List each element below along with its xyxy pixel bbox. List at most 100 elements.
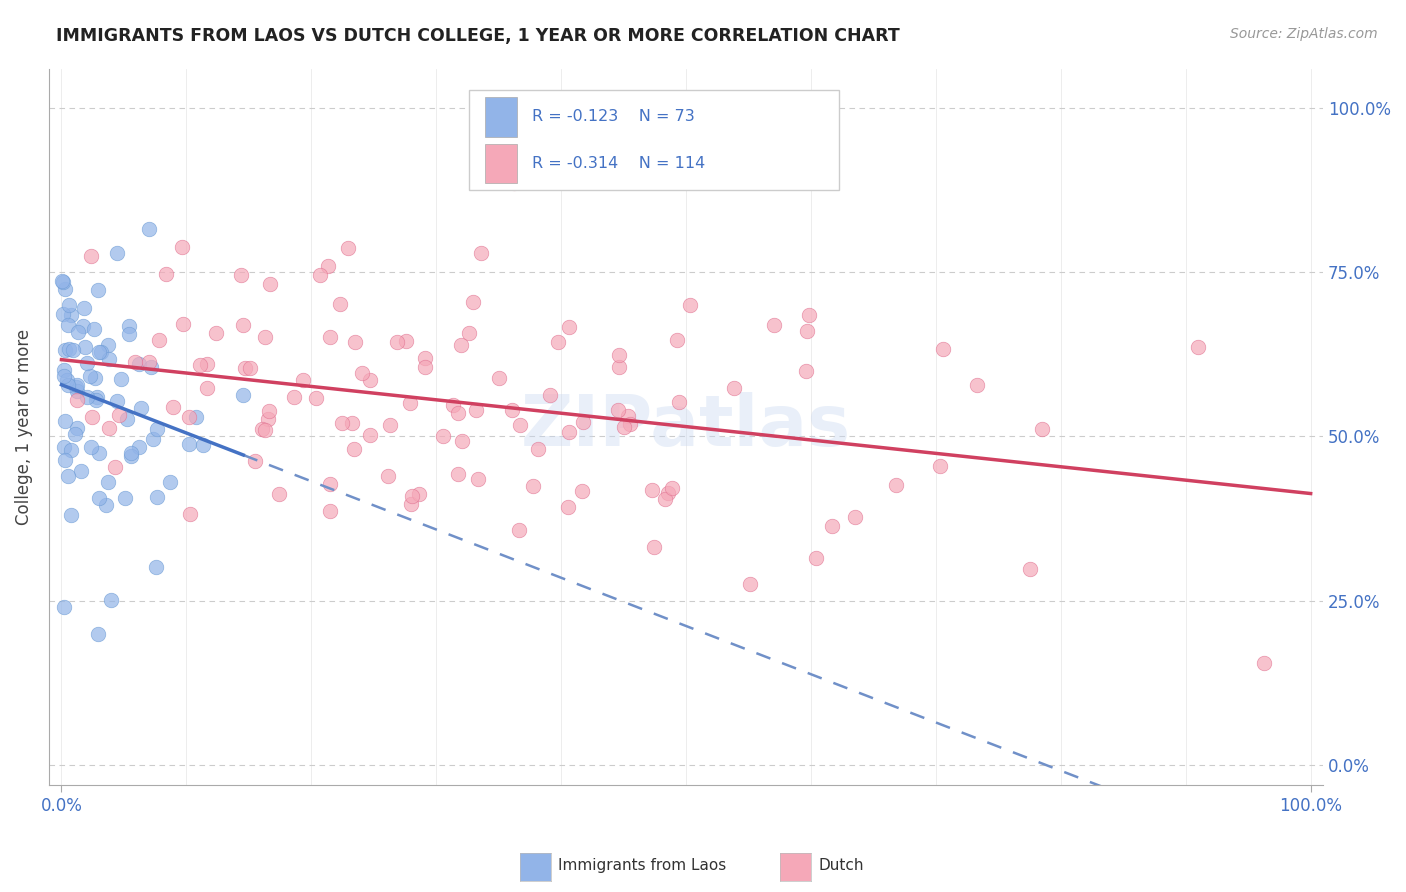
Dutch (378, 417, 401, 432)
Dutch (572, 415, 595, 429)
Dutch (929, 458, 952, 473)
Immigrants from Laos (90, 344, 112, 359)
Dutch (232, 318, 254, 332)
Dutch (257, 404, 280, 418)
Immigrants from Laos (89, 345, 111, 359)
Dutch (177, 410, 200, 425)
Immigrants from Laos (53, 343, 76, 357)
Dutch (607, 359, 630, 374)
Immigrants from Laos (89, 491, 111, 505)
Dutch (738, 576, 761, 591)
Dutch (204, 326, 226, 341)
Dutch (450, 337, 472, 351)
Immigrants from Laos (65, 377, 87, 392)
Immigrants from Laos (66, 421, 89, 435)
Immigrants from Laos (53, 414, 76, 428)
Immigrants from Laos (145, 559, 167, 574)
Dutch (665, 333, 688, 347)
Dutch (309, 268, 332, 283)
Bar (485, 97, 516, 136)
Dutch (571, 483, 593, 498)
Dutch (1019, 562, 1042, 576)
Dutch (763, 318, 786, 333)
Dutch (399, 497, 422, 511)
Dutch (467, 472, 489, 486)
Dutch (804, 550, 827, 565)
Dutch (162, 401, 184, 415)
Immigrants from Laos (65, 380, 87, 394)
Dutch (641, 483, 664, 498)
Dutch (148, 334, 170, 348)
Dutch (654, 491, 676, 506)
Dutch (616, 409, 638, 424)
Immigrants from Laos (79, 368, 101, 383)
Immigrants from Laos (146, 490, 169, 504)
Dutch (503, 176, 526, 190)
Immigrants from Laos (120, 449, 142, 463)
Immigrants from Laos (69, 464, 91, 478)
Immigrants from Laos (87, 627, 110, 641)
Dutch (344, 334, 367, 349)
Immigrants from Laos (105, 394, 128, 409)
Dutch (501, 403, 523, 417)
Dutch (413, 360, 436, 375)
Immigrants from Laos (120, 446, 142, 460)
Immigrants from Laos (66, 384, 89, 398)
Immigrants from Laos (53, 453, 76, 467)
Immigrants from Laos (141, 360, 163, 375)
Immigrants from Laos (86, 390, 108, 404)
Dutch (657, 486, 679, 500)
Dutch (464, 403, 486, 417)
Immigrants from Laos (76, 356, 98, 370)
Immigrants from Laos (83, 321, 105, 335)
Dutch (844, 509, 866, 524)
Immigrants from Laos (72, 301, 94, 315)
Immigrants from Laos (52, 307, 75, 321)
Dutch (231, 268, 253, 282)
Dutch (668, 394, 690, 409)
Dutch (316, 259, 339, 273)
Dutch (188, 358, 211, 372)
Dutch (1253, 656, 1275, 670)
Dutch (233, 360, 256, 375)
Bar (485, 144, 516, 183)
Dutch (155, 267, 177, 281)
Text: R = -0.314    N = 114: R = -0.314 N = 114 (531, 156, 706, 171)
Dutch (269, 486, 291, 500)
Immigrants from Laos (80, 440, 103, 454)
Dutch (488, 370, 510, 384)
Dutch (283, 390, 305, 404)
Immigrants from Laos (177, 437, 200, 451)
Immigrants from Laos (62, 343, 84, 358)
Immigrants from Laos (53, 282, 76, 296)
Immigrants from Laos (75, 340, 97, 354)
Immigrants from Laos (105, 246, 128, 260)
Immigrants from Laos (129, 401, 152, 416)
Dutch (820, 518, 842, 533)
Immigrants from Laos (51, 274, 73, 288)
Dutch (797, 308, 820, 322)
Dutch (679, 298, 702, 312)
Dutch (557, 500, 579, 514)
Immigrants from Laos (58, 318, 80, 332)
Dutch (319, 476, 342, 491)
Immigrants from Laos (159, 475, 181, 490)
Dutch (292, 373, 315, 387)
Dutch (359, 428, 381, 442)
Immigrants from Laos (128, 357, 150, 371)
Dutch (195, 357, 218, 371)
Immigrants from Laos (60, 508, 83, 522)
Immigrants from Laos (110, 372, 132, 386)
Dutch (886, 477, 908, 491)
Immigrants from Laos (118, 318, 141, 333)
Dutch (336, 241, 359, 255)
Immigrants from Laos (138, 222, 160, 236)
Dutch (723, 381, 745, 395)
Dutch (254, 330, 277, 344)
Immigrants from Laos (114, 491, 136, 505)
Immigrants from Laos (56, 373, 79, 387)
Dutch (451, 434, 474, 449)
Dutch (794, 364, 817, 378)
Dutch (254, 424, 277, 438)
Immigrants from Laos (66, 326, 89, 340)
